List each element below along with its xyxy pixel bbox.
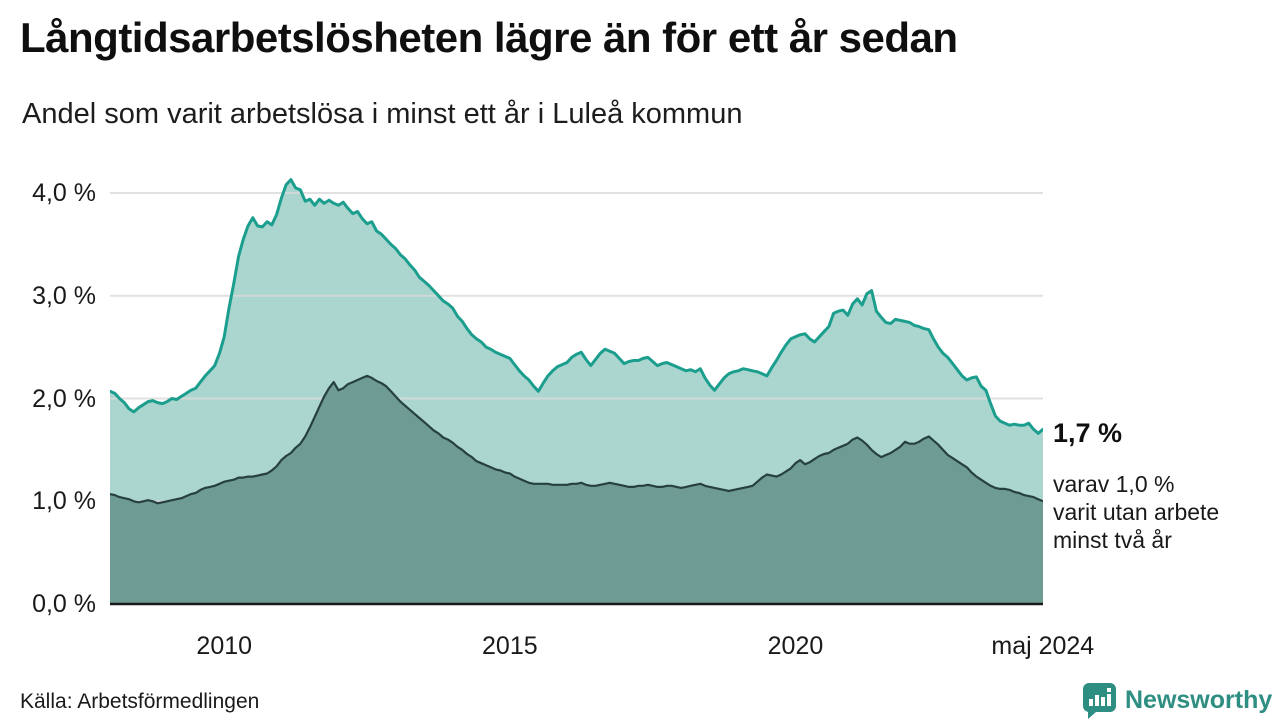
end-detail-line: varit utan arbete: [1053, 499, 1220, 525]
y-tick-label: 4,0 %: [32, 179, 96, 207]
end-detail-line: minst två år: [1053, 527, 1172, 553]
x-tick-label: 2020: [767, 632, 824, 660]
series-2yr-area: [110, 375, 1043, 604]
newsworthy-logo-text: Newsworthy: [1125, 686, 1273, 714]
y-tick-label: 3,0 %: [32, 281, 96, 310]
y-tick-label: 2,0 %: [32, 384, 96, 413]
series-1yr-line: [110, 178, 1043, 435]
x-tick-label: 2010: [196, 632, 253, 660]
page-subtitle: Andel som varit arbetslösa i minst ett å…: [22, 98, 743, 130]
x-tick-label: 2015: [482, 632, 538, 660]
series-2yr-line: [110, 374, 1043, 505]
x-tick-label: maj 2024: [991, 632, 1095, 660]
end-detail-line: varav 1,0 %: [1053, 471, 1175, 497]
page-title: Långtidsarbetslösheten lägre än för ett …: [20, 14, 958, 61]
newsworthy-logo-icon: [1082, 683, 1116, 719]
source-note: Källa: Arbetsförmedlingen: [20, 690, 260, 713]
y-tick-label: 1,0 %: [32, 487, 96, 516]
newsworthy-logo[interactable]: Newsworthy: [1082, 682, 1272, 720]
end-detail-annotation: varav 1,0 % varit utan arbete minst två …: [1053, 470, 1219, 554]
end-value-annotation: 1,7 %: [1053, 418, 1123, 448]
area-chart: [110, 178, 1043, 606]
y-tick-label: 0,0 %: [32, 590, 96, 618]
